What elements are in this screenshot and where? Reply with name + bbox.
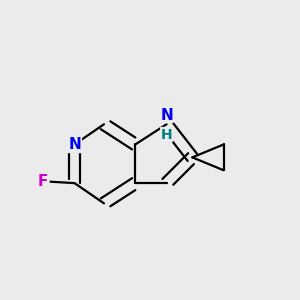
Text: H: H [161,128,172,142]
Text: F: F [38,174,49,189]
Text: N: N [160,107,173,122]
Text: N: N [68,137,81,152]
